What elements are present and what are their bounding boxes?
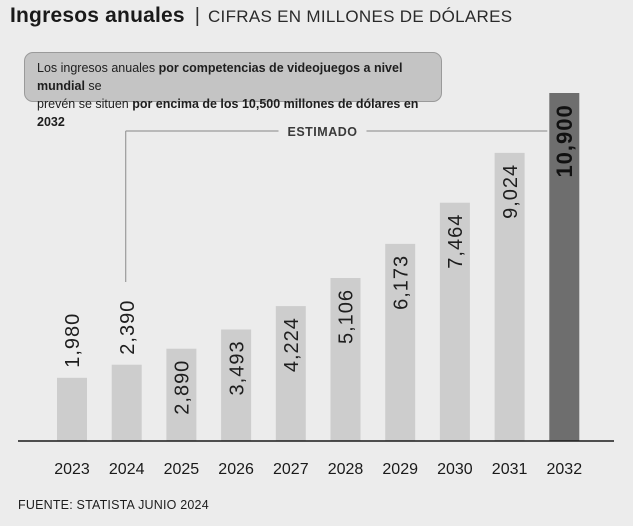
- value-label-2025: 2,890: [172, 360, 194, 415]
- bar-2025: [166, 348, 197, 441]
- note-text-bold: por encima de los 10,500 millones de dól…: [37, 97, 419, 129]
- page-title: Ingresos anuales: [10, 4, 185, 27]
- x-tick-label-2030: 2030: [437, 461, 473, 478]
- bar-2029: [385, 243, 416, 441]
- x-tick-label-2025: 2025: [164, 461, 200, 478]
- bar-2027: [275, 306, 306, 441]
- page-title-row: Ingresos anuales | CIFRAS EN MILLONES DE…: [10, 4, 512, 34]
- note-box: Los ingresos anuales por competencias de…: [24, 52, 442, 129]
- title-separator: |: [194, 5, 200, 27]
- bar-2026: [221, 329, 252, 441]
- estimate-label: ESTIMADO: [288, 125, 358, 139]
- estimate-annotation: ESTIMADO: [125, 125, 548, 282]
- x-tick-label-2026: 2026: [218, 461, 254, 478]
- note-text: se: [84, 79, 102, 93]
- bar-2031: [494, 152, 525, 441]
- x-tick-label-2031: 2031: [492, 461, 528, 478]
- x-tick-labels-group: 2023 2024 2025 2026 2027 2028 2029 2030 2031 2032: [54, 461, 582, 478]
- value-label-2026: 3,493: [226, 340, 248, 395]
- value-label-2028: 5,106: [336, 289, 358, 344]
- bar-2032: [549, 93, 580, 441]
- x-tick-label-2027: 2027: [273, 461, 309, 478]
- bar-2023: [57, 377, 87, 441]
- source-note: FUENTE: STATISTA JUNIO 2024: [18, 498, 209, 512]
- value-label-2024: 2,390: [117, 300, 139, 355]
- note-text-bold: por competencias de videojuegos a nivel …: [37, 61, 403, 93]
- x-tick-label-2023: 2023: [54, 461, 90, 478]
- x-tick-label-2032: 2032: [547, 461, 583, 478]
- value-label-2030: 7,464: [445, 214, 467, 269]
- bar-2028: [330, 278, 361, 441]
- x-tick-label-2029: 2029: [382, 461, 418, 478]
- bars-group: [57, 93, 580, 441]
- value-label-2029: 6,173: [390, 255, 412, 310]
- page-subtitle: CIFRAS EN MILLONES DE DÓLARES: [207, 7, 513, 26]
- value-label-2027: 4,224: [281, 317, 303, 372]
- note-text: prevén se situen: [37, 97, 133, 111]
- x-tick-label-2024: 2024: [109, 461, 145, 478]
- note-text: Los ingresos anuales: [37, 61, 159, 75]
- value-label-2031: 9,024: [500, 164, 522, 219]
- value-label-2032: 10,900: [552, 104, 577, 177]
- x-tick-label-2028: 2028: [328, 461, 364, 478]
- bar-2030: [439, 202, 470, 441]
- value-labels-group: 1,980 2,390 2,890 3,493 4,224 5,106 6,173 7,464…: [62, 104, 577, 414]
- bar-2024: [111, 364, 142, 441]
- value-label-2023: 1,980: [62, 313, 84, 368]
